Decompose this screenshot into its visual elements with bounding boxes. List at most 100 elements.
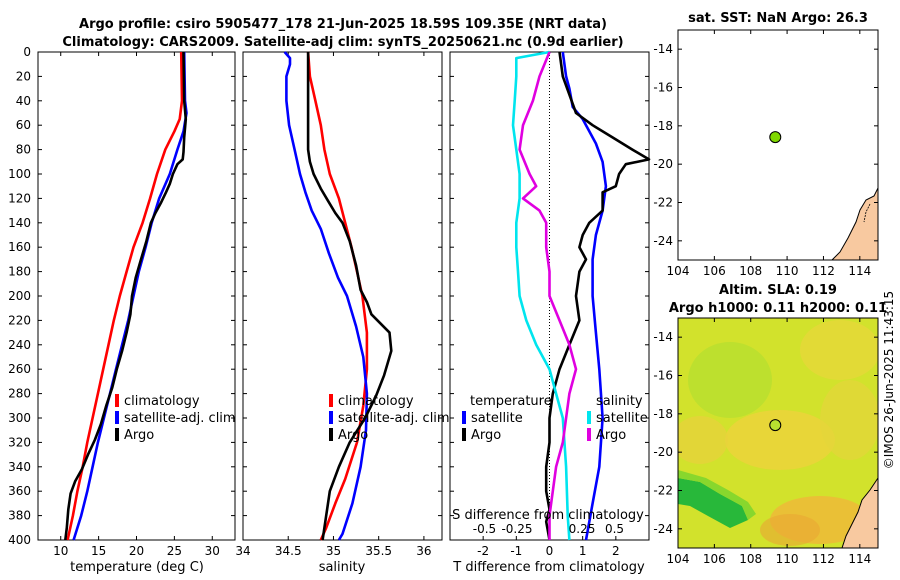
- sla_map-y-tick-label: -22: [653, 484, 673, 498]
- temperature-legend-swatch-argo: [115, 428, 119, 441]
- difference-x-tick-label: -2: [477, 544, 489, 558]
- difference-legend: temperature salinity satellite Argo sate…: [462, 394, 648, 443]
- depth-tick-label: 320: [8, 435, 31, 449]
- s-difference-tick-label: -0.5: [473, 522, 496, 536]
- sla_map-x-tick-label: 110: [776, 552, 799, 566]
- depth-tick-label: 380: [8, 509, 31, 523]
- sla_map-x-tick-label: 104: [667, 552, 690, 566]
- depth-tick-label: 80: [16, 143, 31, 157]
- sst_map-y-tick-label: -18: [653, 119, 673, 133]
- salinity-x-tick-label: 36: [416, 544, 431, 558]
- salinity-legend-satellite: satellite-adj. clim: [338, 411, 450, 426]
- salinity-x-ticks: 34 34.5 35 35.5 36: [235, 52, 432, 558]
- sla-patch: [678, 416, 728, 464]
- legend-salinity-title: salinity: [596, 394, 643, 409]
- sst_map-y-tick-label: -24: [653, 234, 673, 248]
- depth-tick-label: 60: [16, 118, 31, 132]
- salinity-x-tick-label: 35.5: [365, 544, 392, 558]
- figure-title-line2: Climatology: CARS2009. Satellite-adj cli…: [62, 35, 623, 50]
- salinity-legend-climatology: climatology: [338, 394, 414, 409]
- sla_map-x-tick-label: 114: [848, 552, 871, 566]
- sst-map-coast-detail: [863, 203, 871, 223]
- temperature-legend-swatch-satellite: [115, 411, 119, 424]
- depth-tick-label: 300: [8, 411, 31, 425]
- salinity-x-tick-label: 35: [326, 544, 341, 558]
- difference-series: [511, 50, 651, 541]
- sla_map-y-tick-label: -16: [653, 369, 673, 383]
- depth-tick-label: 360: [8, 484, 31, 498]
- sla_map-y-tick-label: -14: [653, 330, 673, 344]
- sla-map-x-ticks: 104 106 108 110 112 114: [667, 318, 871, 566]
- temperature-series-climatology: [66, 51, 184, 541]
- sla_map-x-tick-label: 112: [812, 552, 835, 566]
- temperature-legend-argo: Argo: [124, 428, 154, 443]
- depth-tick-label: 200: [8, 289, 31, 303]
- salinity-series-climatology: [306, 51, 369, 541]
- sst_map-y-tick-label: -22: [653, 196, 673, 210]
- sla_map-y-tick-label: -20: [653, 445, 673, 459]
- temperature-x-label: temperature (deg C): [70, 560, 204, 575]
- legend-s-argo-swatch: [587, 428, 591, 441]
- sla-heatmap: [678, 318, 878, 548]
- sla-map-panel: Altim. SLA: 0.19 Argo h1000: 0.11 h2000:…: [653, 283, 887, 566]
- difference-x-tick-label: 0: [546, 544, 554, 558]
- salinity-legend-swatch-argo: [329, 428, 333, 441]
- depth-tick-label: 400: [8, 533, 31, 547]
- imos-watermark: ©IMOS 26-Jun-2025 11:43:15: [882, 291, 896, 469]
- depth-tick-label: 140: [8, 216, 31, 230]
- sla_map-x-tick-label: 106: [703, 552, 726, 566]
- salinity-x-tick-label: 34: [235, 544, 250, 558]
- temperature-series-satellite-adj-clim: [72, 51, 188, 541]
- sst_map-x-tick-label: 114: [848, 264, 871, 278]
- sst_map-y-tick-label: -16: [653, 81, 673, 95]
- legend-s-satellite: satellite: [596, 411, 648, 426]
- difference-series-t-argo: [544, 51, 651, 541]
- legend-t-satellite-swatch: [462, 411, 466, 424]
- temperature-x-tick-label: 10: [53, 544, 68, 558]
- temperature-series: [64, 51, 188, 541]
- difference-series-t-satellite: [561, 51, 608, 541]
- temperature-legend-satellite: satellite-adj. clim: [124, 411, 236, 426]
- sst_map-x-tick-label: 112: [812, 264, 835, 278]
- legend-t-argo-swatch: [462, 428, 466, 441]
- salinity-x-label: salinity: [319, 560, 366, 575]
- s-difference-axis-label: S difference from climatology: [452, 508, 644, 523]
- depth-tick-label: 120: [8, 191, 31, 205]
- salinity-series-argo: [306, 52, 393, 541]
- sla-low-band: [678, 478, 748, 528]
- sst_map-y-tick-label: -20: [653, 157, 673, 171]
- sla-patch: [725, 410, 835, 470]
- salinity-panel: 34 34.5 35 35.5 36 climatology satellite-adj…: [235, 51, 450, 575]
- sla-patch: [820, 380, 878, 460]
- depth-tick-label: 340: [8, 460, 31, 474]
- depth-tick-label: 20: [16, 69, 31, 83]
- temperature-x-tick-label: 25: [167, 544, 182, 558]
- sla-argo-location-marker: [769, 419, 782, 432]
- salinity-series: [283, 51, 393, 541]
- sla_map-x-tick-label: 108: [739, 552, 762, 566]
- sst-map-frame: [677, 29, 879, 261]
- sst-map-background: [678, 30, 878, 260]
- temperature-axes-frame: [37, 51, 236, 541]
- sla-low-band-edge: [678, 470, 756, 520]
- salinity-axes-frame: [242, 51, 443, 541]
- legend-s-satellite-swatch: [587, 411, 591, 424]
- legend-temperature-title: temperature: [470, 394, 552, 409]
- depth-tick-label: 220: [8, 313, 31, 327]
- salinity-legend-swatch-climatology: [329, 394, 333, 407]
- temperature-legend: climatology satellite-adj. clim Argo: [115, 394, 236, 443]
- sst_map-x-tick-label: 104: [667, 264, 690, 278]
- temperature-legend-climatology: climatology: [124, 394, 200, 409]
- t-difference-x-label: T difference from climatology: [452, 560, 645, 575]
- s-difference-ticks: -0.5 -0.25 0.25 0.5: [473, 522, 624, 536]
- depth-ticks: 0 20 40 60 80 100 120 140 160 180 200 220 240 260 280 3…: [8, 45, 649, 547]
- salinity-legend-argo: Argo: [338, 428, 368, 443]
- temperature-x-tick-label: 30: [205, 544, 220, 558]
- depth-tick-label: 180: [8, 265, 31, 279]
- depth-tick-label: 280: [8, 387, 31, 401]
- s-difference-tick-label: 0.25: [569, 522, 596, 536]
- difference-series-s-satellite: [511, 50, 571, 541]
- sst-map-coastline: [831, 187, 878, 260]
- sst-argo-location-marker: [769, 131, 782, 144]
